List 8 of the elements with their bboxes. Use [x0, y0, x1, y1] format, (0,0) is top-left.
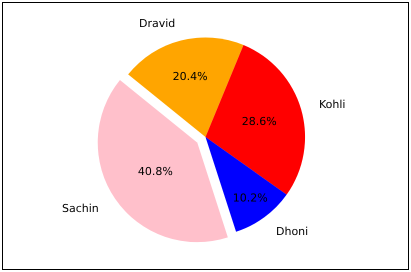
data-label: 20.4%	[172, 70, 208, 84]
slice-label: Kohli	[319, 98, 346, 111]
data-label: 40.8%	[138, 164, 173, 178]
data-label: 10.2%	[232, 192, 268, 205]
slice-label: Dhoni	[276, 225, 308, 238]
slice-label: Sachin	[62, 202, 99, 215]
slice-label: Dravid	[139, 17, 176, 30]
data-label: 28.6%	[242, 115, 277, 128]
